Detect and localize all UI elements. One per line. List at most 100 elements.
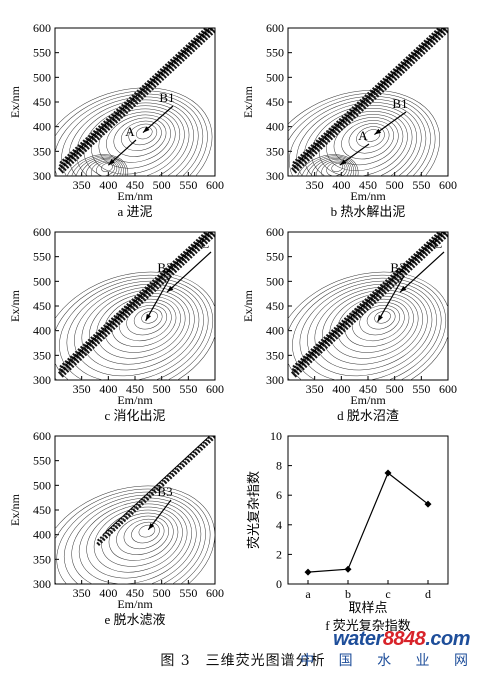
panel-d: 300 350 400 450 500 550 600 350 400 450 500 550 600 E… <box>241 225 457 423</box>
peak-label: B1 <box>159 90 174 105</box>
panel-caption: d 脱水沼渣 <box>337 408 399 423</box>
contour-lines <box>55 87 213 176</box>
panel-caption: c 消化出泥 <box>104 408 165 423</box>
panel-c: 300 350 400 450 500 550 600 350 400 450 500 550 600 E… <box>8 225 224 423</box>
peak-arrow <box>377 275 405 323</box>
y-tick-label: 8 <box>276 459 282 473</box>
em-tick-label: 350 <box>73 178 91 192</box>
em-tick-label: 550 <box>412 178 430 192</box>
em-tick-label: 350 <box>73 586 91 600</box>
em-tick-label: 550 <box>179 586 197 600</box>
ex-tick-label: 300 <box>33 373 51 387</box>
scatter-band <box>290 232 448 378</box>
arrow-head <box>145 313 151 321</box>
ex-tick-label: 550 <box>266 46 284 60</box>
panel-e: 300 350 400 450 500 550 600 350 400 450 500 550 600 E… <box>8 429 224 627</box>
arrow-head <box>108 158 115 166</box>
panel-caption: e 脱水滤液 <box>104 612 165 627</box>
panel-caption: b 热水解出泥 <box>331 204 406 219</box>
em-tick-label: 400 <box>99 586 117 600</box>
ex-tick-label: 350 <box>266 348 284 362</box>
em-axis-label: Em/nm <box>117 189 153 203</box>
ex-tick-label: 450 <box>33 503 51 517</box>
arrow-head <box>148 523 155 530</box>
peak-arrow <box>166 251 212 293</box>
peak-arrow <box>399 251 445 293</box>
ex-tick-label: 400 <box>266 324 284 338</box>
em-axis-label: Em/nm <box>117 393 153 407</box>
peak-label: A <box>125 124 135 139</box>
ex-tick-label: 450 <box>266 95 284 109</box>
em-tick-label: 450 <box>359 178 377 192</box>
peak-label: A <box>358 128 368 143</box>
em-tick-label: 400 <box>99 382 117 396</box>
ex-tick-label: 300 <box>33 169 51 183</box>
ex-axis-label: Ex/nm <box>8 493 22 526</box>
ex-tick-label: 300 <box>266 373 284 387</box>
x-tick-label: a <box>305 587 311 601</box>
em-tick-label: 500 <box>386 178 404 192</box>
panel-caption: a 进泥 <box>117 204 152 219</box>
em-tick-label: 550 <box>179 178 197 192</box>
series-line <box>307 472 429 573</box>
y-tick-label: 6 <box>276 488 282 502</box>
ex-tick-label: 300 <box>266 169 284 183</box>
peak-label: B1 <box>392 96 407 111</box>
arrow-head <box>400 285 407 293</box>
ex-tick-label: 450 <box>33 95 51 109</box>
chart-title: f 荧光复杂指数 <box>325 618 411 633</box>
em-axis-label: Em/nm <box>117 597 153 611</box>
contour-lines <box>288 271 448 380</box>
arrow-head <box>339 159 347 166</box>
em-tick-label: 500 <box>153 382 171 396</box>
ex-tick-label: 500 <box>33 478 51 492</box>
em-tick-label: 550 <box>412 382 430 396</box>
em-tick-label: 350 <box>306 178 324 192</box>
chart-frame <box>287 435 449 585</box>
em-tick-label: 450 <box>126 178 144 192</box>
ex-tick-label: 400 <box>33 324 51 338</box>
em-tick-label: 350 <box>73 382 91 396</box>
peak-label: B2 <box>157 260 172 275</box>
em-tick-label: 450 <box>359 382 377 396</box>
scatter-band <box>96 436 215 547</box>
em-tick-label: 400 <box>99 178 117 192</box>
ex-tick-label: 500 <box>33 274 51 288</box>
peak-label: B2 <box>390 260 405 275</box>
scatter-band <box>57 28 215 174</box>
contour-lines <box>55 485 215 584</box>
ex-tick-label: 400 <box>266 120 284 134</box>
em-tick-label: 550 <box>179 382 197 396</box>
panel-a: 300 350 400 450 500 550 600 350 400 450 500 550 600 E… <box>8 21 224 219</box>
em-tick-label: 350 <box>306 382 324 396</box>
y-tick-label: 0 <box>276 577 282 591</box>
ex-tick-label: 300 <box>33 577 51 591</box>
peak-label: B3 <box>157 484 172 499</box>
data-point <box>384 469 392 477</box>
ex-tick-label: 500 <box>266 274 284 288</box>
contour-lines <box>288 90 440 176</box>
contour-lines <box>55 271 215 380</box>
ex-tick-label: 400 <box>33 120 51 134</box>
ex-tick-label: 550 <box>266 250 284 264</box>
figure-canvas: 300 350 400 450 500 550 600 350 400 450 500 550 600 E… <box>8 21 457 633</box>
y-tick-label: 2 <box>276 547 282 561</box>
ex-tick-label: 350 <box>266 144 284 158</box>
watermark-cn: 中 国 水 业 网 <box>300 653 478 669</box>
ex-tick-label: 600 <box>33 429 51 443</box>
data-point <box>344 565 352 573</box>
em-tick-label: 500 <box>153 178 171 192</box>
em-tick-label: 500 <box>153 586 171 600</box>
peak-label: C <box>434 236 443 251</box>
peak-arrow <box>145 275 172 322</box>
y-tick-label: 4 <box>276 518 282 532</box>
ex-tick-label: 600 <box>266 21 284 35</box>
arrow-head <box>143 126 150 133</box>
ex-tick-label: 450 <box>266 299 284 313</box>
ex-tick-label: 350 <box>33 144 51 158</box>
ex-tick-label: 350 <box>33 552 51 566</box>
em-tick-label: 600 <box>439 382 457 396</box>
ex-tick-label: 550 <box>33 250 51 264</box>
ex-tick-label: 600 <box>33 21 51 35</box>
